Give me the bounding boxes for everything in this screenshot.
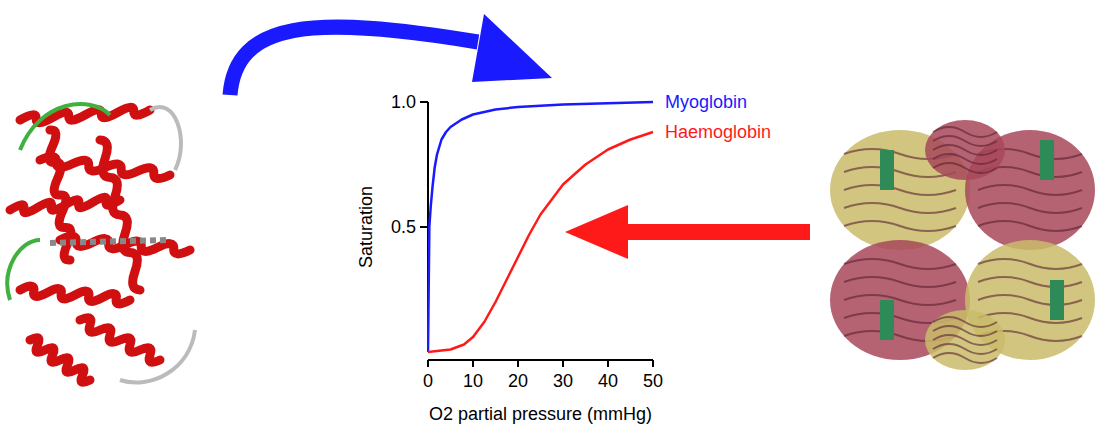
helix — [933, 353, 997, 363]
arrow-head — [565, 205, 628, 259]
helix — [933, 326, 997, 336]
helix — [978, 277, 1082, 287]
heme — [880, 300, 894, 340]
x-tick — [472, 360, 474, 367]
helix — [978, 295, 1082, 305]
helix — [844, 295, 956, 305]
helix — [20, 286, 130, 304]
x-tick — [652, 360, 654, 367]
myoglobin-structure — [7, 104, 195, 383]
x-tick — [562, 360, 564, 367]
helix — [933, 136, 997, 146]
helix — [978, 221, 1082, 231]
x-tick — [427, 360, 429, 367]
heme — [50, 240, 170, 243]
decoration — [7, 14, 1095, 383]
arrow-head — [472, 14, 552, 82]
x-tick — [607, 360, 609, 367]
arrow — [620, 224, 810, 240]
heme — [1050, 280, 1064, 320]
helix — [933, 154, 997, 164]
helix — [80, 318, 160, 363]
helix — [30, 338, 90, 383]
y-tick-label: 0.5 — [391, 217, 416, 237]
helix — [933, 163, 997, 173]
loop — [150, 107, 181, 170]
x-axis — [428, 359, 653, 361]
helix — [978, 185, 1082, 195]
subunit — [925, 120, 1005, 180]
loop — [7, 240, 40, 300]
helix — [844, 221, 956, 231]
helix — [844, 259, 956, 269]
series-label: Haemoglobin — [665, 122, 771, 142]
helix — [978, 259, 1082, 269]
heme — [880, 150, 894, 190]
x-tick-label: 50 — [643, 371, 663, 391]
y-tick — [420, 226, 428, 228]
helix — [933, 145, 997, 155]
helix — [933, 335, 997, 345]
arrow — [230, 27, 478, 95]
x-tick-label: 40 — [598, 371, 618, 391]
subunit — [925, 310, 1005, 370]
y-axis-title: Saturation — [356, 186, 376, 268]
helix — [978, 203, 1082, 213]
x-tick-label: 20 — [508, 371, 528, 391]
x-tick — [517, 360, 519, 367]
x-axis-title: O2 partial pressure (mmHg) — [429, 404, 652, 424]
y-tick — [420, 101, 428, 103]
helix — [933, 127, 997, 137]
helix — [100, 140, 140, 290]
helix — [844, 277, 956, 287]
y-tick-label: 1.0 — [391, 92, 416, 112]
x-tick-label: 10 — [463, 371, 483, 391]
helix — [844, 203, 956, 213]
loop — [120, 330, 195, 383]
series-line — [428, 132, 653, 352]
x-tick-label: 30 — [553, 371, 573, 391]
haemoglobin-structure — [830, 120, 1095, 370]
series-label: Myoglobin — [665, 92, 747, 112]
plot-area — [428, 102, 653, 352]
loop — [20, 104, 110, 150]
helix — [933, 317, 997, 327]
helix — [844, 185, 956, 195]
x-tick-label: 0 — [423, 371, 433, 391]
heme — [1040, 140, 1054, 180]
helix — [933, 344, 997, 354]
series-line — [428, 102, 653, 352]
